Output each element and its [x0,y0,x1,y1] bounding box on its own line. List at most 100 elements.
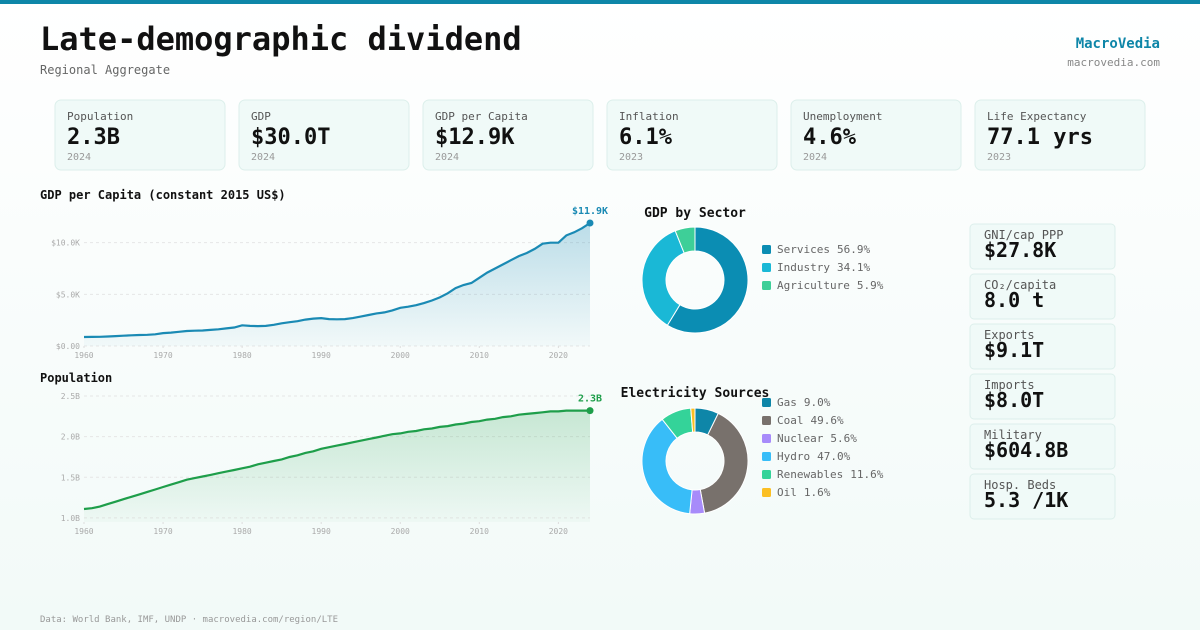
kpi-card-bg [606,99,778,171]
legend-swatch [762,452,771,461]
kpi-year: 2023 [619,152,643,163]
x-tick-label: 1960 [74,351,93,360]
y-tick-label: 2.5B [61,392,80,401]
stat-card: Exports$9.1T [969,323,1116,370]
legend-entry: Gas 9.0% [777,396,831,409]
x-tick-label: 1970 [153,351,172,360]
line [83,409,590,511]
kpi-value: $30.0T [251,125,330,150]
x-tick-label: 1980 [232,527,251,536]
x-tick-label: 1970 [153,527,172,536]
kpi-label: Unemployment [803,110,882,123]
stat-card-bg [969,273,1116,320]
chart-title: GDP by Sector [644,206,746,221]
stat-value: 5.3 /1K [984,488,1068,512]
stat-card: Imports$8.0T [969,373,1116,420]
kpi-card-bg [790,99,962,171]
stat-value: 8.0 t [984,288,1044,312]
legend-label: Services [777,243,830,256]
y-tick-label: 1.5B [61,473,80,482]
stat-card-bg [969,223,1116,270]
footer: Data: World Bank, IMF, UNDP · macrovedia… [40,615,338,625]
legend-swatch [762,245,771,254]
legend-swatch [762,263,771,272]
stat-label: Hosp. Beds [984,478,1056,492]
legend-label: Oil [777,486,797,499]
legend-label: Gas [777,396,797,409]
y-tick-label: $5.0K [56,290,80,299]
kpi-card-bg [974,99,1146,171]
kpi-card: Inflation 6.1% 2023 [606,99,778,171]
line-area [84,223,590,346]
legend-value: 34.1% [837,261,870,274]
x-tick-label: 1990 [312,351,331,360]
page-title: Late-demographic dividend [40,20,522,58]
x-tick-label: 2000 [391,351,410,360]
kpi-label: Population [67,110,133,123]
legend-value: 11.6% [850,468,883,481]
kpi-card: GDP per Capita $12.9K 2024 [422,99,594,171]
donut-segment [641,230,685,326]
legend-value: 56.9% [837,243,870,256]
stat-label: Exports [984,328,1035,342]
brand-site: macrovedia.com [1067,56,1160,69]
kpi-year: 2024 [251,152,275,163]
top-bar [0,0,1200,4]
stat-label: Imports [984,378,1035,392]
stat-card-bg [969,423,1116,470]
end-label: 2.3B [578,394,602,405]
stat-label: CO₂/capita [984,278,1056,292]
legend-swatch [762,488,771,497]
x-tick-label: 1990 [312,527,331,536]
x-tick-label: 2020 [549,351,568,360]
end-point [586,407,594,415]
y-tick-label: 1.0B [61,514,80,523]
kpi-card-bg [238,99,410,171]
stat-value: $8.0T [984,388,1044,412]
page-subtitle: Regional Aggregate [40,63,170,77]
stat-value: $604.8B [984,438,1068,462]
end-point [586,219,594,227]
stat-label: GNI/cap PPP [984,228,1063,242]
y-tick-label: 2.0B [61,433,80,442]
kpi-card: Unemployment 4.6% 2024 [790,99,962,171]
line [83,222,591,339]
x-tick-label: 1960 [74,527,93,536]
kpi-card-bg [422,99,594,171]
stat-card: GNI/cap PPP$27.8K [969,223,1116,270]
legend-swatch [762,398,771,407]
chart-title: Electricity Sources [621,386,770,401]
legend-value: 5.9% [857,279,884,292]
y-tick-label: $0.00 [56,342,80,351]
kpi-year: 2024 [803,152,827,163]
stat-value: $27.8K [984,238,1056,262]
legend-label: Renewables [777,468,843,481]
stat-card-bg [969,323,1116,370]
stat-label: Military [984,428,1042,442]
legend-entry: Nuclear 5.6% [777,432,857,445]
line-area [84,410,590,522]
y-tick-label: $10.0K [51,239,80,248]
donut-segment [641,418,693,515]
legend-swatch [762,434,771,443]
donut-segment [674,226,696,254]
legend-value: 5.6% [830,432,857,445]
kpi-value: 2.3B [67,125,120,150]
kpi-label: GDP [251,110,271,123]
kpi-card: Population 2.3B 2024 [54,99,226,171]
chart-title: GDP per Capita (constant 2015 US$) [40,188,286,202]
kpi-value: 4.6% [803,125,857,150]
legend-value: 9.0% [804,396,831,409]
stat-card-bg [969,373,1116,420]
stat-card: Military$604.8B [969,423,1116,470]
end-label: $11.9K [572,206,608,217]
kpi-value: $12.9K [435,125,515,150]
legend-label: Hydro [777,450,810,463]
legend-value: 1.6% [804,486,831,499]
stat-card-bg [969,473,1116,520]
legend-entry: Agriculture 5.9% [777,279,884,292]
kpi-label: Inflation [619,110,679,123]
x-tick-label: 2020 [549,527,568,536]
